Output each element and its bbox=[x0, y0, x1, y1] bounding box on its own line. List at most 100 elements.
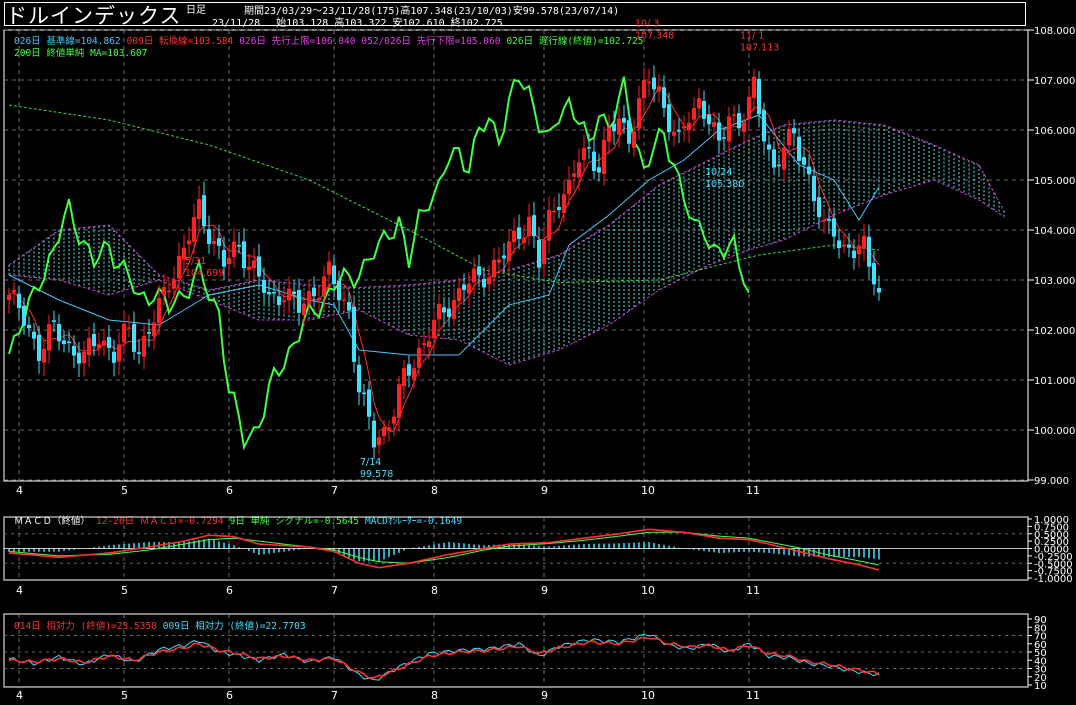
rsi-tick-label: 90 bbox=[1034, 615, 1047, 626]
candle-body bbox=[677, 130, 681, 132]
candle-body bbox=[682, 126, 686, 129]
candle-body bbox=[637, 98, 641, 129]
candle-body bbox=[107, 337, 111, 349]
candle-body bbox=[17, 293, 21, 309]
candle-body bbox=[722, 137, 726, 139]
candle-body bbox=[37, 334, 41, 361]
rsi-tick-label: 40 bbox=[1034, 656, 1047, 667]
candle-body bbox=[362, 392, 366, 395]
candle-body bbox=[777, 164, 781, 167]
candle-body bbox=[447, 308, 451, 318]
month-label: 9 bbox=[541, 484, 548, 497]
candle-body bbox=[772, 149, 776, 168]
month-label: 9 bbox=[541, 584, 548, 597]
candle-body bbox=[742, 121, 746, 132]
month-label: 6 bbox=[226, 484, 233, 497]
candle-body bbox=[657, 86, 661, 92]
candle-body bbox=[382, 427, 386, 437]
candle-body bbox=[762, 110, 766, 142]
candle-body bbox=[807, 166, 811, 175]
senkou-span-b-line bbox=[8, 179, 1005, 366]
candle-body bbox=[167, 290, 171, 293]
candle-body bbox=[797, 136, 801, 161]
month-label: 8 bbox=[431, 689, 438, 702]
price-annotation: 10/24 bbox=[705, 167, 732, 178]
month-label: 7 bbox=[331, 584, 338, 597]
candle-body bbox=[307, 291, 311, 305]
candle-body bbox=[402, 368, 406, 387]
macd-legend-item-0: ＭＡＣＤ（終値） bbox=[14, 516, 91, 527]
candle-body bbox=[582, 148, 586, 160]
price-annotation: 11/ 1 bbox=[740, 30, 764, 41]
month-label: 8 bbox=[431, 484, 438, 497]
ohlc-info: 23/11/28 始103.128 高103.322 安102.610 終102… bbox=[212, 18, 503, 29]
candle-body bbox=[507, 241, 511, 261]
macd-legend-item-2: 9日 単純 シグナル=-0.5645 bbox=[229, 516, 360, 527]
period-info: 期間23/03/29～23/11/28(175)高107.348(23/10/0… bbox=[244, 6, 620, 17]
candle-body bbox=[177, 255, 181, 279]
rsi9-line bbox=[8, 633, 880, 681]
candle-body bbox=[587, 147, 591, 149]
candle-body bbox=[852, 250, 856, 259]
candle-body bbox=[442, 307, 446, 313]
month-label: 10 bbox=[641, 689, 655, 702]
candle-body bbox=[612, 123, 616, 132]
candle-body bbox=[422, 343, 426, 346]
macd-tick-label: 1.0000 bbox=[1034, 515, 1069, 526]
candle-body bbox=[287, 288, 291, 301]
candle-body bbox=[417, 347, 421, 368]
candle-body bbox=[132, 324, 136, 352]
macd-tick-label: -1.0000 bbox=[1034, 574, 1073, 585]
candle-body bbox=[202, 195, 206, 226]
candle-body bbox=[207, 229, 211, 245]
candle-body bbox=[452, 299, 456, 319]
candle-body bbox=[642, 80, 646, 99]
price-annotation: 104.699 bbox=[185, 268, 224, 279]
candle-body bbox=[57, 323, 61, 342]
candle-body bbox=[792, 128, 796, 134]
month-label: 10 bbox=[641, 484, 655, 497]
candle-body bbox=[457, 288, 461, 302]
candle-body bbox=[32, 331, 36, 339]
candle-body bbox=[197, 199, 201, 220]
candle-body bbox=[292, 291, 296, 294]
candle-body bbox=[492, 259, 496, 278]
month-label: 11 bbox=[746, 689, 760, 702]
candle-body bbox=[502, 255, 506, 259]
main-legend-item-1: 009日 転換線=103.584 bbox=[126, 36, 234, 47]
month-label: 8 bbox=[431, 584, 438, 597]
candle-body bbox=[477, 266, 481, 275]
candle-body bbox=[242, 241, 246, 269]
sma200-line bbox=[8, 104, 880, 284]
candle-body bbox=[437, 303, 441, 320]
month-label: 7 bbox=[331, 484, 338, 497]
candle-body bbox=[527, 216, 531, 236]
candle-body bbox=[752, 76, 756, 98]
rsi-panel-border bbox=[3, 613, 1029, 688]
candle-body bbox=[832, 218, 836, 237]
candle-body bbox=[372, 420, 376, 448]
candle-body bbox=[282, 300, 286, 303]
candle-body bbox=[357, 364, 361, 393]
candle-body bbox=[97, 344, 101, 349]
candle-body bbox=[577, 162, 581, 178]
month-label: 5 bbox=[121, 689, 128, 702]
candle-body bbox=[172, 279, 176, 289]
candle-body bbox=[87, 337, 91, 356]
candle-body bbox=[92, 334, 96, 347]
candle-body bbox=[317, 297, 321, 300]
candle-body bbox=[787, 128, 791, 146]
price-annotation: 7/14 bbox=[360, 457, 381, 468]
candle-body bbox=[667, 104, 671, 133]
candle-body bbox=[822, 219, 826, 222]
price-tick-label: 99.000 bbox=[1034, 476, 1069, 487]
price-tick-label: 102.000 bbox=[1034, 326, 1075, 337]
candle-body bbox=[217, 238, 221, 246]
candle-body bbox=[662, 87, 666, 108]
candle-body bbox=[112, 351, 116, 363]
candle-body bbox=[607, 127, 611, 142]
candle-body bbox=[52, 320, 56, 322]
candle-body bbox=[537, 239, 541, 268]
candle-body bbox=[737, 113, 741, 129]
